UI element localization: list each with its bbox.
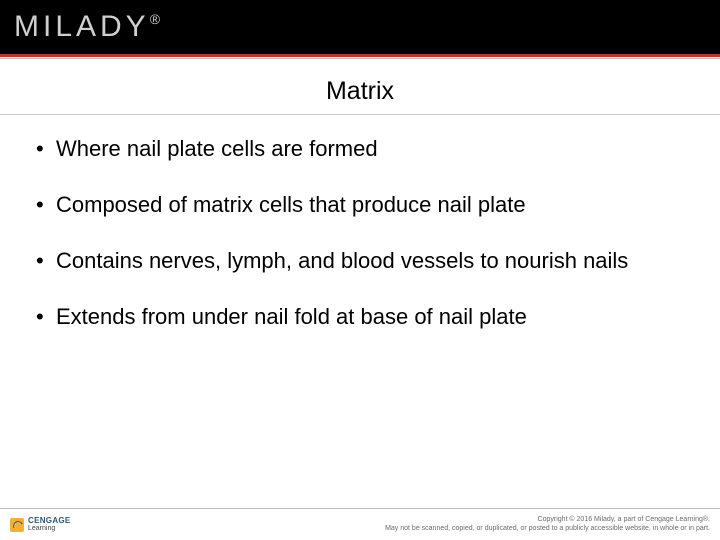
page-title: Matrix xyxy=(0,77,720,106)
title-area: Matrix xyxy=(0,59,720,114)
list-item: Where nail plate cells are formed xyxy=(34,135,686,163)
content-area: Where nail plate cells are formed Compos… xyxy=(0,115,720,540)
copyright-block: Copyright © 2016 Milady, a part of Cenga… xyxy=(385,516,710,532)
publisher-name-top: CENGAGE xyxy=(28,517,71,525)
footer-bar: CENGAGE Learning Copyright © 2016 Milady… xyxy=(0,508,720,540)
list-item: Contains nerves, lymph, and blood vessel… xyxy=(34,247,686,275)
copyright-line-2: May not be scanned, copied, or duplicate… xyxy=(385,525,710,533)
copyright-line-1: Copyright © 2016 Milady, a part of Cenga… xyxy=(385,516,710,524)
brand-logo: MILADY® xyxy=(14,10,164,44)
registered-icon: ® xyxy=(150,11,164,27)
accent-divider xyxy=(0,54,720,57)
bullet-list: Where nail plate cells are formed Compos… xyxy=(34,135,686,332)
publisher-name-bottom: Learning xyxy=(28,525,71,532)
list-item: Extends from under nail fold at base of … xyxy=(34,303,686,331)
header-bar: MILADY® xyxy=(0,0,720,54)
cengage-icon xyxy=(10,518,24,532)
publisher-logo: CENGAGE Learning xyxy=(10,517,71,532)
list-item: Composed of matrix cells that produce na… xyxy=(34,191,686,219)
slide-container: MILADY® Matrix Where nail plate cells ar… xyxy=(0,0,720,540)
publisher-text: CENGAGE Learning xyxy=(28,517,71,532)
logo-text: MILADY xyxy=(14,10,150,43)
